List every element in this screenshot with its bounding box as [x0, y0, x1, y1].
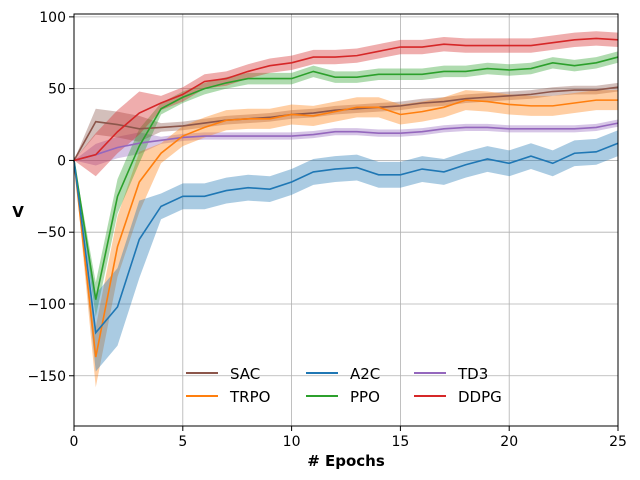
x-axis-label: # Epochs	[307, 452, 385, 470]
line-a2c	[73, 142, 619, 335]
legend: SAC A2C TD3 TRPO PPO DDPG	[186, 365, 502, 406]
band-a2c	[74, 130, 618, 372]
legend-label-sac: SAC	[230, 365, 260, 383]
y-axis-ticks: −150 −100 −50 0 50 100	[28, 10, 74, 385]
line-ppo	[73, 56, 619, 300]
y-tick-label: 100	[39, 10, 66, 26]
legend-label-trpo: TRPO	[229, 388, 270, 406]
line-trpo	[73, 99, 618, 358]
x-tick-label: 15	[391, 434, 409, 450]
y-tick-label: −50	[36, 225, 66, 241]
x-tick-label: 0	[70, 434, 79, 450]
line-ddpg	[73, 37, 619, 162]
legend-label-ppo: PPO	[350, 388, 380, 406]
legend-label-ddpg: DDPG	[458, 388, 502, 406]
x-tick-label: 5	[178, 434, 187, 450]
legend-label-td3: TD3	[457, 365, 488, 383]
y-axis-label: V	[12, 203, 24, 221]
y-tick-label: −150	[28, 369, 66, 385]
band-td3	[74, 119, 618, 166]
band-ddpg	[74, 31, 618, 177]
x-tick-label: 20	[500, 434, 518, 450]
legend-label-a2c: A2C	[350, 365, 380, 383]
y-tick-label: −100	[28, 297, 66, 313]
grid	[73, 14, 619, 426]
line-td3	[73, 122, 619, 162]
x-axis-ticks: 0 5 10 15 20 25	[70, 426, 627, 450]
y-tick-label: 50	[48, 82, 66, 98]
x-tick-label: 25	[609, 434, 627, 450]
plot-frame	[73, 13, 619, 427]
series-lines	[73, 37, 619, 358]
y-tick-label: 0	[57, 153, 66, 169]
x-tick-label: 10	[283, 434, 301, 450]
